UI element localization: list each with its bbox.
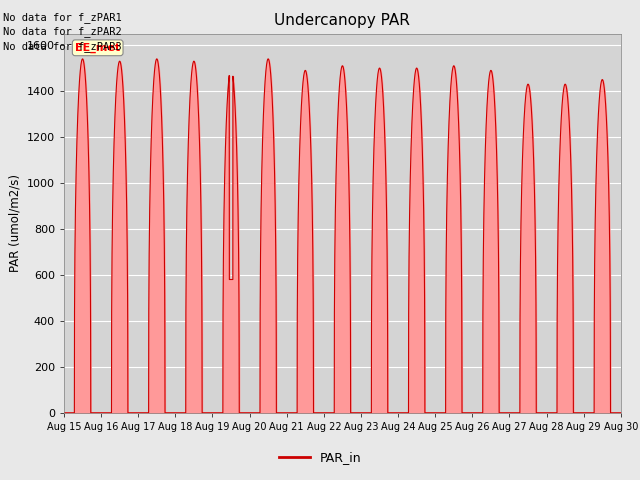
- Title: Undercanopy PAR: Undercanopy PAR: [275, 13, 410, 28]
- Y-axis label: PAR (umol/m2/s): PAR (umol/m2/s): [8, 174, 21, 272]
- Text: EE_met: EE_met: [75, 43, 120, 53]
- Text: No data for f_zPAR3: No data for f_zPAR3: [3, 41, 122, 52]
- Text: No data for f_zPAR2: No data for f_zPAR2: [3, 26, 122, 37]
- Text: No data for f_zPAR1: No data for f_zPAR1: [3, 12, 122, 23]
- Legend: PAR_in: PAR_in: [273, 446, 367, 469]
